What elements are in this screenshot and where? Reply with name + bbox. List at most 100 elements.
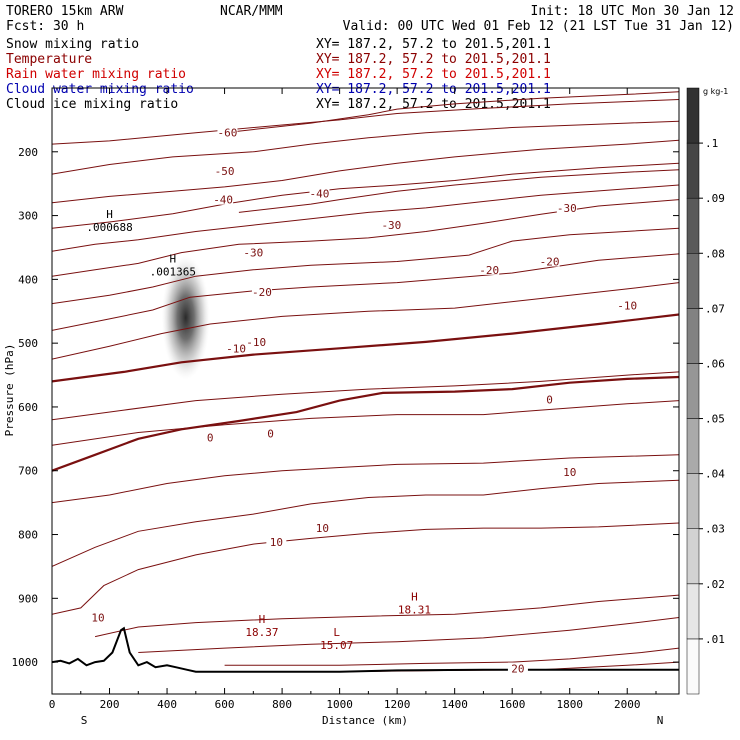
contour-label-bg — [217, 126, 238, 138]
colorbar-label: .07 — [705, 302, 725, 315]
contour-label: 10 — [316, 522, 329, 535]
colorbar-unit: g kg-1 — [703, 87, 728, 96]
colorbar-label: .04 — [705, 468, 725, 481]
colorbar-segment — [686, 253, 700, 309]
x-tick-label: 1400 — [441, 698, 468, 711]
colorbar: .01 .02 .03 .04 .05 .06 .07 .08 .09 .1 g kg-1 — [686, 87, 728, 695]
cloud-ice-region — [161, 255, 210, 380]
contour-label: -40 — [310, 187, 330, 200]
extremum-value: .000688 — [86, 221, 132, 234]
isotherm-line — [52, 227, 679, 305]
contour-label: -20 — [252, 286, 272, 299]
contour-label: 20 — [511, 662, 524, 675]
contour-label-bg — [479, 263, 500, 275]
extremum-kind: H — [169, 253, 176, 266]
contour-label: 10 — [91, 611, 104, 624]
contour-label-bg — [556, 201, 577, 213]
x-tick-label: 400 — [157, 698, 177, 711]
contour-label: -20 — [540, 256, 560, 269]
isotherm-line — [52, 253, 679, 331]
valid-time: Valid: 00 UTC Wed 01 Feb 12 (21 LST Tue … — [343, 19, 734, 34]
contour-label-bg — [200, 431, 221, 443]
contour-label: 10 — [563, 466, 576, 479]
y-tick-label: 1000 — [12, 656, 39, 669]
x-tick-label: 200 — [100, 698, 120, 711]
extremum-kind: L — [333, 626, 340, 639]
colorbar-label: .1 — [705, 137, 718, 150]
isotherm-line — [52, 282, 679, 360]
colorbar-segment — [686, 197, 700, 254]
colorbar-segment — [686, 638, 700, 695]
isotherm-line — [52, 522, 679, 615]
isotherm-line — [52, 479, 679, 567]
colorbar-label: .01 — [705, 633, 725, 646]
isotherm-line — [94, 594, 679, 638]
y-tick-label: 500 — [18, 337, 38, 350]
colorbar-label: .02 — [705, 578, 725, 591]
isotherm-line — [138, 617, 679, 653]
contour-label-bg — [88, 611, 109, 623]
contour-label-bg — [266, 536, 287, 548]
contour-label-bg — [251, 286, 272, 298]
x-axis-label: Distance (km) — [322, 714, 408, 727]
x-tick-label: 2000 — [614, 698, 641, 711]
org-label: NCAR/MMM — [220, 4, 283, 19]
x-tick-label: 1000 — [326, 698, 353, 711]
y-tick-label: 700 — [18, 465, 38, 478]
contour-label: -30 — [557, 202, 577, 215]
colorbar-label: .06 — [705, 357, 725, 370]
contour-label: -10 — [617, 300, 637, 313]
isotherm-line — [52, 371, 679, 421]
contour-label: -20 — [479, 264, 499, 277]
x-tick-label: 1600 — [499, 698, 526, 711]
field-name: Snow mixing ratio — [6, 37, 139, 52]
field-list: Snow mixing ratio XY= 187.2, 57.2 to 201.… — [6, 37, 551, 112]
cloud-ice-shading — [161, 255, 210, 380]
isotherm-line — [52, 313, 679, 383]
isotherm-line — [52, 120, 679, 175]
x-axis: 0 200 400 600 800 1000 1200 1400 1600 1800 2000 — [49, 88, 657, 711]
y-tick-label: 800 — [18, 529, 38, 542]
contour-label-bg — [507, 662, 528, 674]
isotherm-line — [52, 199, 679, 277]
isotherm-line — [52, 139, 679, 204]
colorbar-segment — [686, 528, 700, 585]
contour-label-bg — [539, 255, 560, 267]
contour-label: -30 — [381, 219, 401, 232]
south-label: S — [81, 714, 88, 727]
contour-label: -50 — [215, 165, 235, 178]
contour-label-bg — [246, 335, 267, 347]
colorbar-segment — [686, 473, 700, 529]
colorbar-segment — [686, 87, 700, 144]
contour-label-bg — [243, 246, 264, 258]
isotherm-line — [224, 647, 679, 666]
contour-label-bg — [539, 393, 560, 405]
isotherm-line — [52, 454, 679, 504]
x-tick-label: 800 — [272, 698, 292, 711]
contour-label: -10 — [226, 342, 246, 355]
extremum-kind: H — [106, 208, 113, 221]
colorbar-segment — [686, 583, 700, 640]
field-extent: XY= 187.2, 57.2 to 201.5,201.1 — [316, 67, 551, 82]
colorbar-label: .09 — [705, 192, 725, 205]
x-tick-label: 0 — [49, 698, 56, 711]
forecast-hour: Fcst: 30 h — [6, 19, 84, 34]
contour-label: 0 — [546, 393, 553, 406]
colorbar-label: .05 — [705, 413, 725, 426]
isotherm-line — [224, 91, 679, 134]
field-extent: XY= 187.2, 57.2 to 201.5,201.1 — [316, 97, 551, 112]
field-extent: XY= 187.2, 57.2 to 201.5,201.1 — [316, 52, 551, 67]
contour-label-bg — [214, 164, 235, 176]
contour-label-bg — [213, 193, 234, 205]
colorbar-label: .03 — [705, 523, 725, 536]
contour-labels: -60-50-40 -40-30-30-30-20-20-20-10 -10-100… — [88, 126, 638, 675]
terrain-line — [52, 626, 679, 673]
contour-label: 10 — [270, 536, 283, 549]
colorbar-label: .08 — [705, 247, 725, 260]
x-tick-label: 600 — [215, 698, 235, 711]
x-tick-label: 1200 — [384, 698, 411, 711]
isotherm-line — [52, 400, 679, 446]
field-extent: XY= 187.2, 57.2 to 201.5,201.1 — [316, 37, 551, 52]
